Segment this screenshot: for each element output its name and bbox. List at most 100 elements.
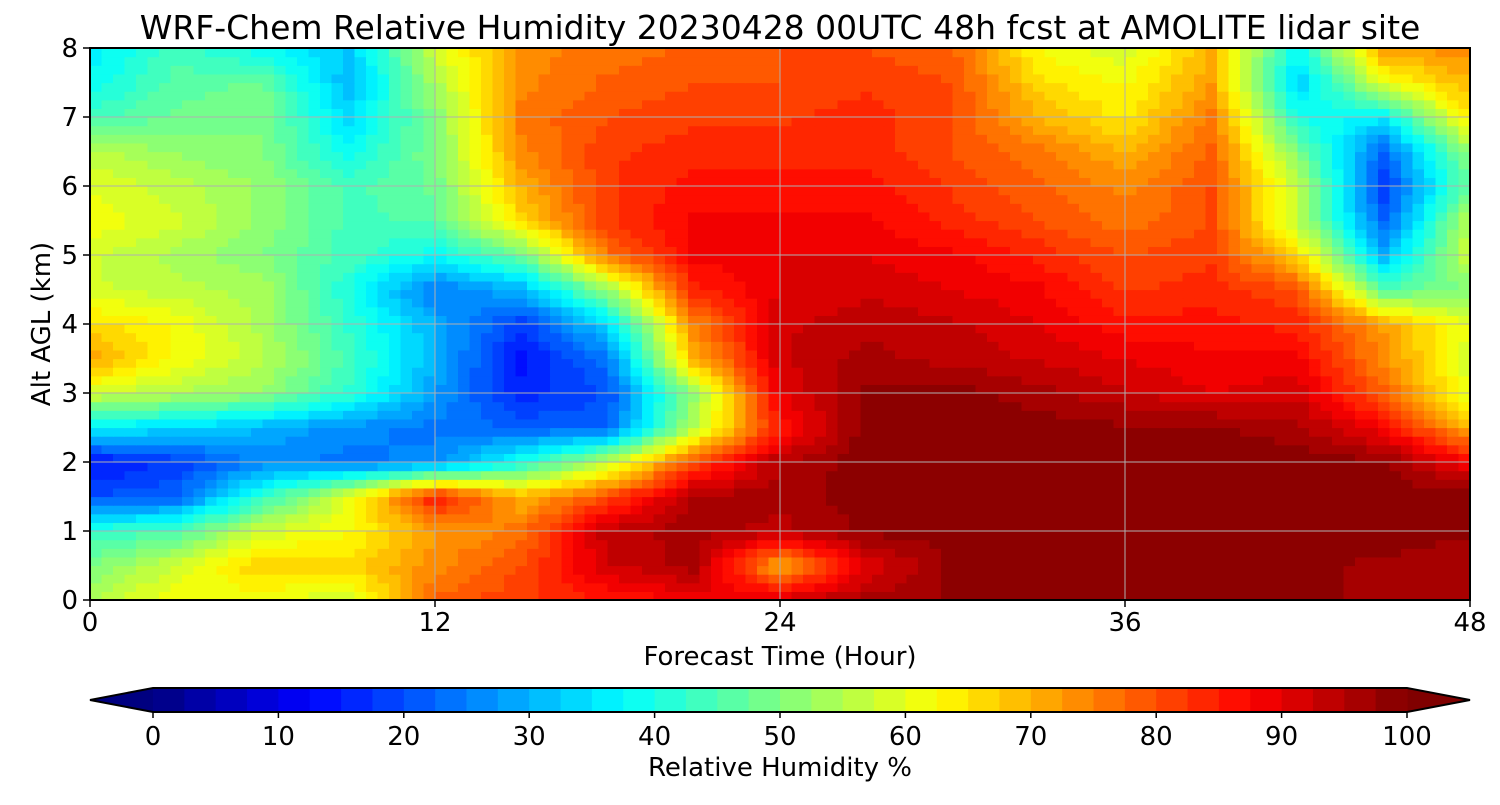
- heatmap-cell: [308, 401, 321, 411]
- heatmap-cell: [1044, 272, 1057, 282]
- heatmap-cell: [895, 306, 908, 316]
- heatmap-cell: [458, 401, 471, 411]
- heatmap-cell: [1251, 410, 1264, 420]
- heatmap-cell: [1159, 367, 1172, 377]
- heatmap-cell: [1435, 324, 1448, 334]
- heatmap-cell: [826, 410, 839, 420]
- heatmap-cell: [561, 246, 574, 256]
- heatmap-cell: [1412, 418, 1425, 429]
- heatmap-cell: [941, 375, 954, 385]
- heatmap-cell: [1148, 263, 1161, 273]
- heatmap-cell: [872, 341, 885, 351]
- heatmap-cell: [412, 280, 425, 291]
- heatmap-cell: [1182, 384, 1195, 394]
- heatmap-cell: [653, 444, 666, 454]
- heatmap-cell: [331, 436, 344, 446]
- heatmap-cell: [1286, 401, 1299, 411]
- heatmap-cell: [1251, 349, 1264, 360]
- heatmap-cell: [412, 436, 425, 446]
- heatmap-cell: [504, 315, 517, 325]
- heatmap-cell: [331, 401, 344, 411]
- heatmap-cell: [734, 384, 747, 394]
- heatmap-cell: [791, 505, 804, 515]
- heatmap-cell: [768, 462, 781, 472]
- heatmap-cell: [1251, 565, 1264, 575]
- heatmap-cell: [1136, 548, 1149, 558]
- heatmap-cell: [320, 280, 333, 291]
- heatmap-cell: [297, 574, 310, 584]
- heatmap-cell: [193, 349, 206, 360]
- heatmap-cell: [308, 556, 321, 567]
- heatmap-cell: [1228, 548, 1241, 558]
- heatmap-cell: [147, 341, 160, 351]
- heatmap-cell: [1056, 410, 1069, 420]
- heatmap-cell: [688, 436, 701, 446]
- heatmap-cell: [1010, 522, 1023, 532]
- heatmap-cell: [918, 263, 931, 273]
- heatmap-cell: [1102, 462, 1115, 472]
- heatmap-cell: [780, 298, 793, 308]
- heatmap-cell: [1274, 487, 1287, 498]
- heatmap-cell: [619, 565, 632, 575]
- heatmap-cell: [1136, 582, 1149, 592]
- heatmap-cell: [734, 487, 747, 498]
- heatmap-cell: [860, 237, 873, 247]
- heatmap-cell: [1378, 427, 1391, 437]
- heatmap-cell: [1159, 470, 1172, 480]
- heatmap-cell: [492, 548, 505, 558]
- heatmap-cell: [538, 246, 551, 256]
- heatmap-cell: [929, 289, 942, 299]
- heatmap-cell: [193, 280, 206, 291]
- heatmap-cell: [1378, 470, 1391, 480]
- heatmap-cell: [1033, 332, 1046, 342]
- heatmap-cell: [285, 289, 298, 299]
- heatmap-cell: [1355, 496, 1368, 506]
- heatmap-cell: [849, 410, 862, 420]
- heatmap-cell: [1113, 539, 1126, 549]
- heatmap-cell: [550, 255, 563, 265]
- heatmap-cell: [952, 539, 965, 549]
- heatmap-cell: [228, 272, 241, 282]
- heatmap-cell: [699, 306, 712, 316]
- heatmap-cell: [929, 280, 942, 291]
- heatmap-cell: [159, 444, 172, 454]
- heatmap-cell: [308, 384, 321, 394]
- heatmap-cell: [1274, 531, 1287, 541]
- heatmap-cell: [998, 505, 1011, 515]
- heatmap-cell: [423, 556, 436, 567]
- heatmap-cell: [1021, 384, 1034, 394]
- heatmap-cell: [216, 367, 229, 377]
- heatmap-cell: [1309, 410, 1322, 420]
- heatmap-cell: [1021, 479, 1034, 489]
- heatmap-cell: [1021, 444, 1034, 454]
- heatmap-cell: [1389, 470, 1402, 480]
- heatmap-cell: [1090, 358, 1103, 368]
- heatmap-cell: [435, 470, 448, 480]
- heatmap-cell: [1182, 462, 1195, 472]
- heatmap-cell: [768, 410, 781, 420]
- heatmap-cell: [285, 556, 298, 567]
- heatmap-cell: [90, 444, 103, 454]
- heatmap-cell: [676, 332, 689, 342]
- heatmap-cell: [1217, 522, 1230, 532]
- heatmap-cell: [929, 427, 942, 437]
- heatmap-cell: [147, 444, 160, 454]
- heatmap-cell: [1194, 272, 1207, 282]
- heatmap-cell: [1148, 349, 1161, 360]
- heatmap-cell: [239, 280, 252, 291]
- heatmap-cell: [619, 393, 632, 403]
- heatmap-cell: [159, 298, 172, 308]
- heatmap-cell: [561, 444, 574, 454]
- heatmap-cell: [929, 539, 942, 549]
- heatmap-cell: [1447, 462, 1460, 472]
- heatmap-cell: [239, 298, 252, 308]
- heatmap-cell: [1194, 565, 1207, 575]
- heatmap-cell: [895, 531, 908, 541]
- heatmap-cell: [1274, 470, 1287, 480]
- heatmap-cell: [803, 237, 816, 247]
- heatmap-cell: [780, 393, 793, 403]
- heatmap-cell: [918, 315, 931, 325]
- heatmap-cell: [1228, 436, 1241, 446]
- heatmap-cell: [458, 436, 471, 446]
- heatmap-cell: [849, 384, 862, 394]
